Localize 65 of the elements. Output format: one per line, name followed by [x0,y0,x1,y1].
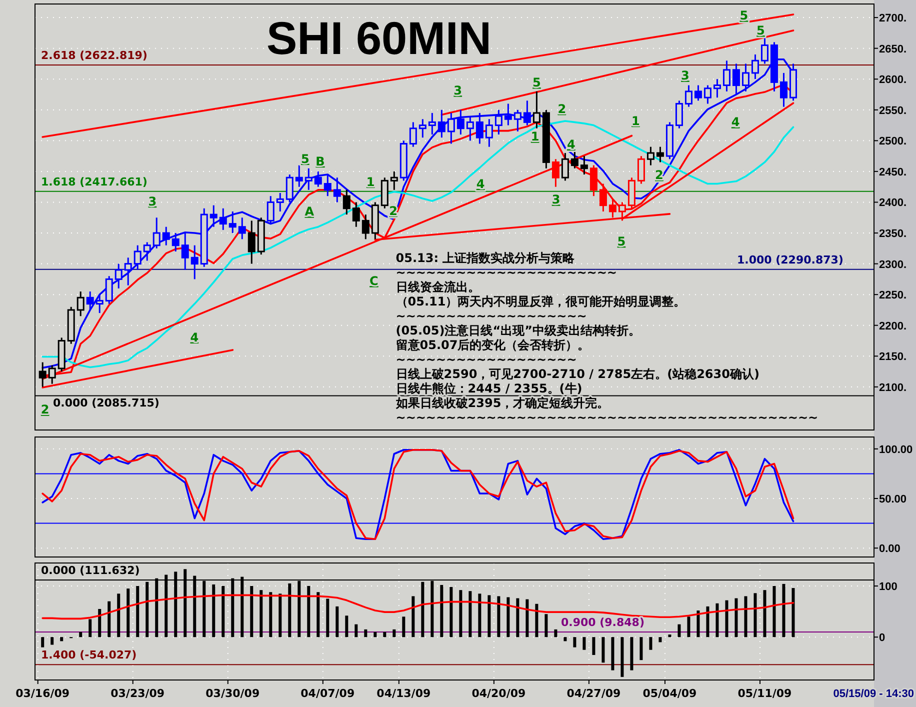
y-tick-label: 2300. [879,258,907,271]
annotation: C [370,274,379,288]
annotation: B [316,154,325,168]
annotation: 日线资金流出。 [396,280,480,294]
annotation: （05.11）两天内不明显反弹，很可能开始明显调整。 [396,294,686,308]
annotation: ~~~~~~~~~~~~~~~~~~~~~~~~~~~~~~~~~~~~~~~~~~ [396,410,818,424]
x-tick-label: 03/23/09 [110,687,165,700]
annotation: 5 [740,8,748,23]
x-tick-label: 04/20/09 [472,687,526,700]
y-tick-label: 2350. [879,228,907,240]
ref-line-label: 1.618 (2417.661) [41,175,148,188]
y-tick-label: 2550. [879,104,907,117]
annotation: 1 [632,114,640,128]
y-tick-label: 2100. [879,382,907,394]
ref-line-label: 1.000 (2290.873) [737,253,844,266]
annotation: 3 [681,68,690,83]
annotation: 3 [454,84,462,98]
x-tick-label: 05/11/09 [738,687,792,700]
chart-title: SHI 60MIN [266,12,492,64]
x-tick-label: 04/07/09 [300,687,355,700]
annotation: 2 [655,168,664,182]
y-tick-label: 0.00 [879,543,900,556]
y-tick-label: 2600. [879,74,907,86]
x-tick-label: 03/16/09 [16,687,70,700]
text: 05/15/09 - 14:30 [833,688,914,700]
ref-line-label: 2.618 (2622.819) [41,49,148,62]
ref-line-label: 0.900 (9.848) [561,616,644,630]
annotation: 4 [476,176,485,191]
annotation: 4 [190,330,199,344]
y-tick-label: 2650. [879,43,907,56]
y-tick-label: 2700. [879,12,907,25]
annotation: 1 [366,174,375,189]
annotation: 5 [617,234,626,248]
y-tick-label: 0 [879,632,886,644]
annotation: 5 [300,152,310,166]
annotation: ~~~~~~~~~~~~~~~~~~ [396,352,577,366]
annotation: 2 [558,102,566,116]
annotation: 留意05.07后的变化（会否转折）。 [396,338,590,352]
x-tick-label: 04/27/09 [566,687,621,700]
annotation: ~~~~~~~~~~~~~~~~~~~~~~ [396,266,617,280]
annotation: ~~~~~~~~~~~~~~~~~~~ [396,309,587,323]
y-tick-label: 2450. [879,166,907,178]
x-tick-label: 03/30/09 [206,687,260,700]
y-tick-label: 100 [879,580,898,593]
annotation: 日线上破2590，可见2700-2710 / 2785左右。(站稳2630确认) [396,367,760,381]
ref-line-label: 0.000 (111.632) [41,564,140,578]
annotation: 如果日线收破2395，才确定短线升完。 [394,396,610,410]
ref-line-label: 1.400 (-54.027) [41,648,137,662]
y-tick-label: 50.00 [879,493,907,506]
x-tick-label: 04/13/09 [376,687,431,700]
annotation: (05.05)注意日线“出现”中级卖出结构转折。 [396,324,640,338]
y-tick-label: 2250. [879,290,907,302]
ref-line-label: 0.000 (2085.715) [53,396,160,410]
annotation: 05.13: 上证指数实战分析与策略 [396,251,576,265]
y-tick-label: 100.00 [879,444,913,456]
annotation: 4 [566,137,576,152]
annotation: 5 [532,76,541,90]
annotation: 5 [756,24,765,38]
annotation: 日线牛熊位：2445 / 2355。(牛) [396,382,582,396]
x-tick-label: 05/04/09 [642,687,697,700]
y-tick-label: 2400. [879,197,907,210]
annotation: 4 [731,115,740,130]
y-tick-label: 2150. [879,351,907,364]
y-tick-label: 2200. [879,320,907,332]
y-tick-label: 2500. [879,136,907,148]
